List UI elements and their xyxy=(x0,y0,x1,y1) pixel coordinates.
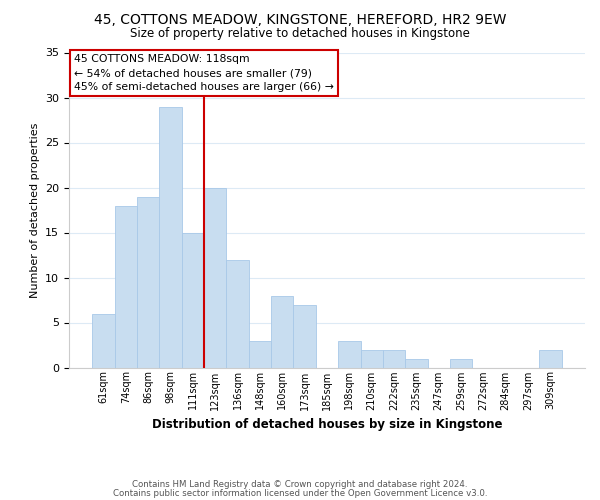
Bar xyxy=(271,296,293,368)
Text: 45, COTTONS MEADOW, KINGSTONE, HEREFORD, HR2 9EW: 45, COTTONS MEADOW, KINGSTONE, HEREFORD,… xyxy=(94,12,506,26)
Bar xyxy=(249,340,271,367)
X-axis label: Distribution of detached houses by size in Kingstone: Distribution of detached houses by size … xyxy=(152,418,502,431)
Bar xyxy=(204,188,226,368)
Text: Contains public sector information licensed under the Open Government Licence v3: Contains public sector information licen… xyxy=(113,488,487,498)
Bar xyxy=(361,350,383,368)
Bar xyxy=(383,350,405,368)
Text: Contains HM Land Registry data © Crown copyright and database right 2024.: Contains HM Land Registry data © Crown c… xyxy=(132,480,468,489)
Bar xyxy=(182,232,204,368)
Text: Size of property relative to detached houses in Kingstone: Size of property relative to detached ho… xyxy=(130,28,470,40)
Bar xyxy=(160,106,182,368)
Bar xyxy=(115,206,137,368)
Bar xyxy=(137,196,160,368)
Bar xyxy=(539,350,562,368)
Bar xyxy=(293,304,316,368)
Bar xyxy=(226,260,249,368)
Bar xyxy=(450,358,472,368)
Bar xyxy=(92,314,115,368)
Bar xyxy=(338,340,361,367)
Bar xyxy=(405,358,428,368)
Y-axis label: Number of detached properties: Number of detached properties xyxy=(29,122,40,298)
Text: 45 COTTONS MEADOW: 118sqm
← 54% of detached houses are smaller (79)
45% of semi-: 45 COTTONS MEADOW: 118sqm ← 54% of detac… xyxy=(74,54,334,92)
